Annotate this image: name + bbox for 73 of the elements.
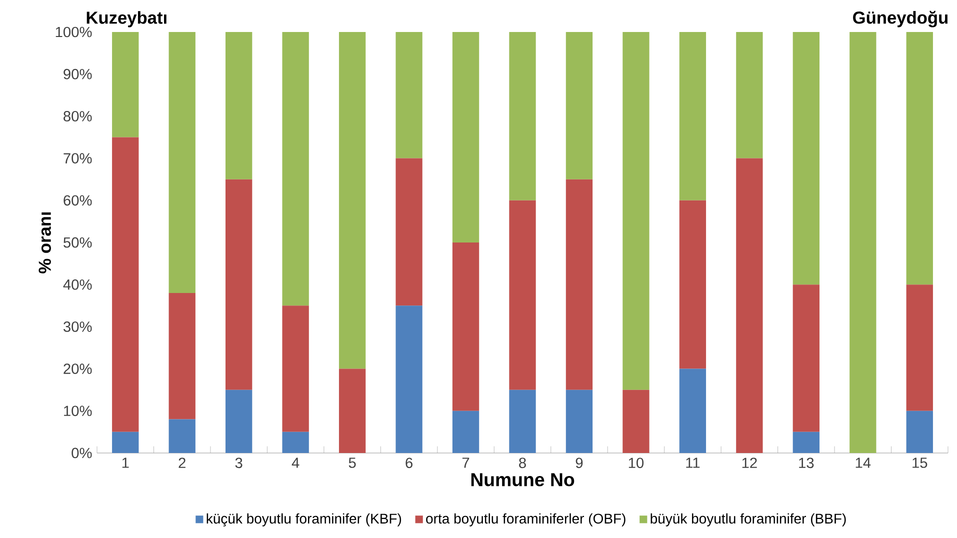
bar: [226, 32, 252, 180]
bar: [906, 410, 933, 453]
x-tick-label: 14: [856, 458, 871, 468]
y-tick-label: 20%: [64, 364, 92, 374]
bar: [736, 32, 763, 158]
bar: [566, 179, 593, 390]
bar: [396, 158, 422, 306]
bar: [566, 32, 593, 180]
legend-label: küçük boyutlu foraminifer (KBF): [206, 513, 402, 526]
x-tick-label: 2: [178, 458, 186, 468]
bar: [226, 179, 252, 390]
y-tick-label: 100%: [56, 26, 92, 38]
x-tick-label: 4: [292, 458, 300, 468]
bar: [906, 32, 933, 285]
bar: [168, 419, 196, 453]
y-tick-label: 50%: [64, 237, 92, 248]
x-tick-label: 1: [122, 458, 129, 468]
x-tick-label: 9: [576, 458, 583, 468]
x-tick-label: 7: [462, 458, 470, 468]
bar: [566, 390, 593, 453]
bar: [679, 368, 706, 453]
bar: [906, 284, 933, 411]
x-tick-label: 6: [406, 458, 412, 468]
bar: [282, 32, 309, 306]
y-tick-label: 70%: [64, 153, 92, 164]
bar: [168, 293, 196, 420]
y-axis-title: % oranı: [38, 212, 51, 274]
bar: [792, 284, 820, 432]
bar: [396, 306, 422, 453]
bar: [679, 32, 706, 200]
bar: [452, 32, 480, 242]
bar: [226, 390, 252, 453]
bar: [509, 390, 536, 453]
x-tick-label: 8: [519, 458, 526, 468]
text: Kuzeybatı: [86, 11, 166, 28]
legend-label: orta boyutlu foraminiferler (OBF): [426, 513, 626, 526]
x-tick-label: 13: [799, 458, 814, 468]
bar: [112, 432, 139, 453]
bar: [338, 32, 366, 369]
x-tick-label: 10: [628, 458, 644, 468]
bar: [509, 200, 536, 390]
bar: [338, 368, 366, 453]
bar: [622, 390, 650, 453]
bar: [679, 200, 706, 369]
y-tick-label: 30%: [64, 322, 92, 332]
bar: [736, 158, 763, 453]
y-tick-label: 40%: [63, 279, 92, 290]
y-tick-label: 60%: [64, 195, 92, 206]
bar: [282, 306, 309, 432]
bar: [622, 32, 650, 390]
y-tick-label: 80%: [64, 111, 92, 122]
bar: [850, 32, 876, 453]
x-tick-label: 5: [348, 458, 356, 468]
text: Güneydoğu: [853, 10, 948, 28]
bar: [168, 32, 196, 294]
x-tick-label: 15: [912, 458, 928, 468]
x-tick-label: 3: [235, 458, 242, 468]
bar: [112, 137, 139, 432]
bar: [792, 432, 820, 453]
bar: [112, 32, 139, 138]
y-tick-label: 0%: [72, 448, 92, 458]
bar: [509, 32, 536, 200]
x-tick-label: 12: [742, 458, 757, 468]
bar: [792, 32, 820, 285]
bar: [282, 432, 309, 453]
bar: [452, 242, 480, 411]
y-tick-label: 10%: [64, 406, 92, 416]
legend-label: büyük boyutlu foraminifer (BBF): [650, 513, 846, 526]
bar: [452, 410, 480, 453]
y-tick-label: 90%: [64, 68, 92, 80]
x-axis-title: Numune No: [471, 473, 574, 486]
x-tick-label: 11: [686, 458, 700, 468]
bar: [396, 32, 422, 158]
